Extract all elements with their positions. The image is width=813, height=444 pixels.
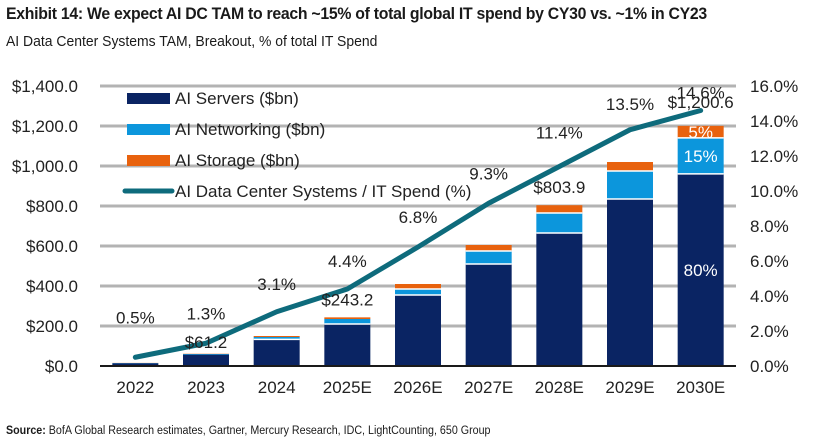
pct-line — [132, 108, 704, 360]
line-data-label: 11.4% — [536, 124, 583, 143]
line-data-label: 1.3% — [187, 304, 226, 323]
y2-tick-label: 16.0% — [750, 77, 798, 96]
x-tick-label: 2026E — [393, 378, 442, 397]
y-tick-label: $1,200.0 — [12, 117, 78, 136]
bar-segment — [465, 245, 512, 251]
bars — [112, 125, 724, 366]
bar-segment — [253, 339, 300, 366]
total-data-label: $61.2 — [185, 333, 228, 352]
y2-tick-label: 14.0% — [750, 112, 798, 131]
y2-tick-label: 2.0% — [750, 322, 789, 341]
bar-segment — [253, 337, 300, 340]
x-tick-label: 2022 — [116, 378, 154, 397]
y-tick-label: $600.0 — [26, 237, 78, 256]
y-tick-label: $400.0 — [26, 277, 78, 296]
y-axis-right: 0.0% 2.0% 4.0% 6.0% 8.0% 10.0% 12.0% 14.0% 16.0% — [750, 77, 798, 376]
bar-segment — [536, 213, 583, 233]
total-data-label: $1,200.6 — [668, 93, 734, 112]
legend: AI Servers ($bn) AI Networking ($bn) AI St… — [122, 89, 471, 201]
bar-segment — [324, 317, 371, 319]
legend-swatch — [127, 155, 170, 166]
bar-segment — [677, 173, 724, 366]
source-note: Source: BofA Global Research estimates, … — [6, 425, 490, 437]
legend-label: AI Servers ($bn) — [175, 89, 299, 108]
y2-tick-label: 6.0% — [750, 252, 789, 271]
x-tick-label: 2030E — [676, 378, 725, 397]
bar-segment — [677, 137, 724, 174]
segment-share-label: 5% — [688, 123, 713, 142]
x-tick-label: 2028E — [535, 378, 584, 397]
y-tick-label: $1,400.0 — [12, 77, 78, 96]
y-tick-label: $1,000.0 — [12, 157, 78, 176]
y2-tick-label: 12.0% — [750, 147, 798, 166]
line-data-label: 13.5% — [606, 95, 654, 114]
source-label: Source: — [6, 425, 46, 437]
x-tick-label: 2027E — [464, 378, 513, 397]
total-data-label: $243.2 — [321, 290, 373, 309]
chart: $0.0 $200.0 $400.0 $600.0 $800.0 $1,000.0 $1,2… — [12, 77, 798, 397]
bar-segment — [395, 284, 441, 289]
bar-segment — [607, 171, 653, 199]
y2-tick-label: 8.0% — [750, 217, 789, 236]
bar-segment — [112, 363, 159, 366]
bar-segment — [536, 205, 583, 213]
bar-segment — [465, 264, 512, 366]
y-tick-label: $200.0 — [26, 317, 78, 336]
line-data-label: 14.6% — [677, 84, 725, 103]
bar-segment — [183, 354, 229, 366]
bar-segment — [324, 324, 371, 366]
segment-share-label: 15% — [684, 147, 718, 166]
total-data-label: $803.9 — [533, 178, 585, 197]
bar-segment — [465, 251, 512, 264]
x-axis: 2022 2023 2024 2025E 2026E 2027E 2028E 2029E 203… — [116, 378, 725, 397]
legend-label: AI Data Center Systems / IT Spend (%) — [175, 182, 471, 201]
x-tick-label: 2025E — [323, 378, 372, 397]
bar-segment — [253, 336, 300, 337]
bar-segment — [607, 199, 653, 366]
source-text: BofA Global Research estimates, Gartner,… — [45, 425, 491, 437]
y-axis-left: $0.0 $200.0 $400.0 $600.0 $800.0 $1,000.0 $1,2… — [12, 77, 78, 376]
bar-segment — [183, 354, 229, 355]
chart-title: Exhibit 14: We expect AI DC TAM to reach… — [6, 4, 707, 23]
line-data-label: 6.8% — [399, 208, 438, 227]
legend-swatch — [127, 93, 170, 104]
x-tick-label: 2023 — [187, 378, 225, 397]
bar-segment — [395, 289, 441, 295]
legend-label: AI Networking ($bn) — [175, 120, 325, 139]
line-data-label: 0.5% — [116, 308, 155, 327]
bar-segment — [324, 319, 371, 324]
line-data-label: 3.1% — [257, 275, 296, 294]
y2-tick-label: 0.0% — [750, 357, 789, 376]
y2-tick-label: 4.0% — [750, 287, 789, 306]
y2-tick-label: 10.0% — [750, 182, 798, 201]
segment-share-label: 80% — [684, 261, 718, 280]
y-tick-label: $0.0 — [45, 357, 78, 376]
legend-swatch — [127, 124, 170, 135]
y-tick-label: $800.0 — [26, 197, 78, 216]
line-data-label: 9.3% — [469, 164, 508, 183]
x-tick-label: 2029E — [605, 378, 654, 397]
chart-subtitle: AI Data Center Systems TAM, Breakout, % … — [6, 33, 378, 50]
legend-label: AI Storage ($bn) — [175, 151, 300, 170]
bar-segment — [536, 233, 583, 366]
bar-segment — [607, 162, 653, 171]
data-labels: 0.5% 1.3%3.1%4.4%6.8%9.3%11.4%13.5%14.6%$… — [116, 84, 734, 352]
x-tick-label: 2024 — [258, 378, 296, 397]
bar-segment — [677, 125, 724, 138]
line-data-label: 4.4% — [328, 252, 367, 271]
bar-segment — [395, 295, 441, 366]
